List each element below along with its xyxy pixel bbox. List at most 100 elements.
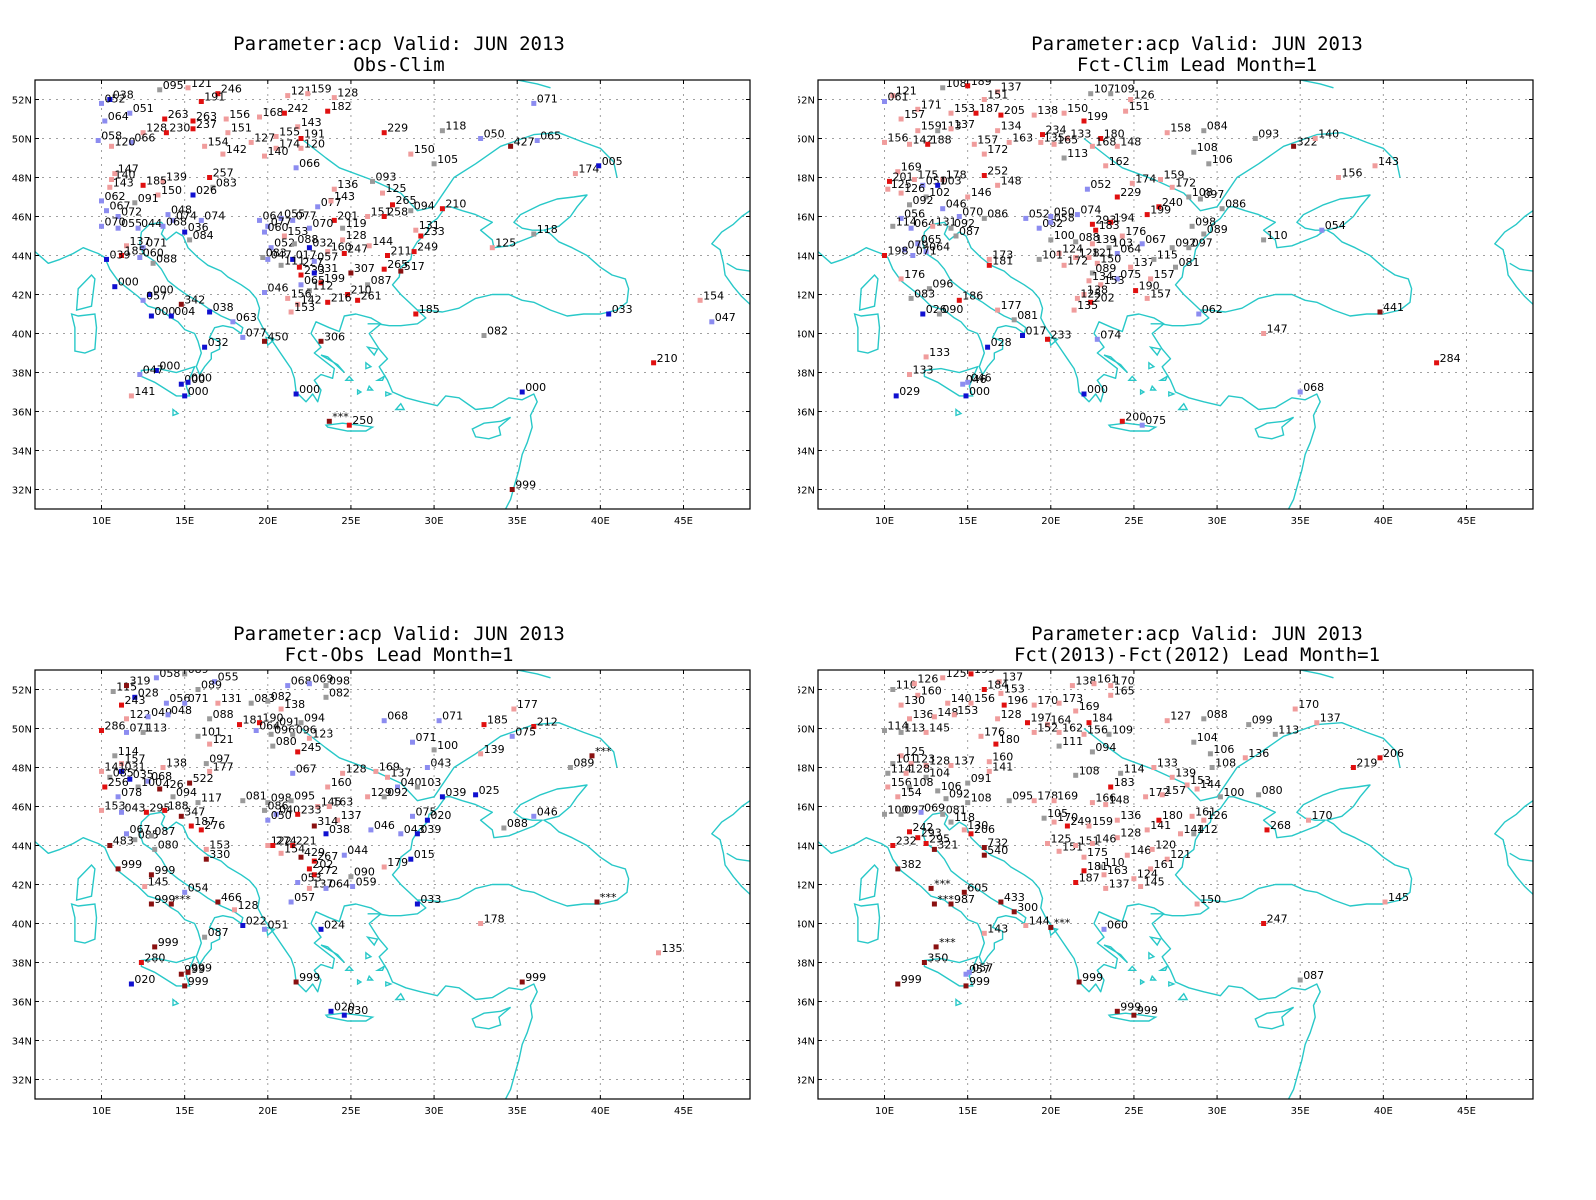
station-value-label: 172	[1067, 254, 1088, 267]
station-square	[273, 145, 279, 151]
station-marker: 064	[323, 877, 350, 891]
station-marker: 212	[531, 716, 558, 729]
station-square	[298, 272, 304, 278]
station-marker: 999	[963, 975, 990, 989]
station-square	[439, 128, 445, 134]
station-value-label: 100	[1054, 229, 1075, 242]
station-marker: 113	[898, 721, 925, 735]
x-tick-label: 30E	[1208, 516, 1227, 527]
station-marker: 272	[311, 864, 338, 878]
station-marker: 137	[385, 766, 412, 780]
station-value-label: 100	[141, 776, 162, 789]
island-outline	[356, 978, 363, 986]
station-marker: 095	[288, 790, 315, 804]
station-marker: 181	[986, 254, 1013, 268]
coastline	[35, 670, 37, 671]
station-value-label: 284	[1440, 352, 1461, 365]
station-square	[1089, 841, 1095, 846]
station-value-label: 160	[331, 776, 352, 789]
station-value-label: 093	[376, 170, 397, 183]
panel-title-line2: Fct-Clim Lead Month=1	[1076, 54, 1318, 76]
station-marker: 051	[262, 918, 289, 932]
station-value-label: 194	[1114, 211, 1135, 224]
station-value-label: 261	[361, 289, 382, 302]
station-square	[1151, 256, 1157, 262]
station-marker: 088	[1073, 231, 1100, 245]
station-marker: 153	[288, 301, 315, 315]
station-value-label: 181	[1087, 860, 1108, 873]
station-marker: 074	[1094, 328, 1121, 342]
station-value-label: 051	[268, 918, 289, 931]
island-outline	[1254, 416, 1295, 440]
station-value-label: 092	[949, 788, 970, 801]
station-square	[140, 729, 146, 735]
station-square	[907, 202, 912, 208]
station-marker: 199	[1081, 110, 1108, 124]
station-marker: 450	[262, 330, 289, 344]
station-square	[190, 126, 196, 132]
station-square	[1108, 784, 1114, 790]
island-outline	[1157, 374, 1169, 381]
station-value-label: 483	[113, 835, 134, 848]
station-square	[265, 817, 271, 823]
station-value-label: 247	[1267, 913, 1288, 926]
station-square	[119, 702, 124, 708]
station-value-label: 148	[1001, 174, 1022, 187]
station-marker: 169	[1051, 790, 1078, 804]
station-marker: 108	[1186, 186, 1213, 200]
station-marker: 161	[1189, 805, 1216, 819]
station-square	[290, 731, 296, 737]
station-marker: 276	[198, 819, 225, 833]
station-marker: 145	[142, 876, 169, 889]
station-square	[923, 729, 929, 735]
station-square	[424, 817, 430, 823]
station-square	[325, 249, 331, 255]
station-value-label: 166	[1095, 792, 1116, 805]
y-tick-label: 32N	[798, 1076, 815, 1087]
station-square	[311, 258, 317, 264]
station-value-label: 127	[1170, 710, 1191, 723]
panel-title-line2: Fct(2013)-Fct(2012) Lead Month=1	[1013, 644, 1381, 666]
station-value-label: 135	[1044, 131, 1065, 144]
station-value-label: 098	[1195, 215, 1216, 228]
station-marker: 153	[203, 838, 230, 852]
station-value-label: 063	[236, 311, 257, 324]
station-marker: 094	[298, 712, 325, 726]
station-square	[306, 681, 312, 687]
station-marker: 128	[331, 87, 358, 101]
station-square	[508, 143, 514, 149]
station-marker: 087	[365, 274, 392, 288]
station-square	[1261, 331, 1267, 336]
station-square	[203, 846, 209, 852]
station-square	[278, 262, 284, 268]
station-value-label: 268	[1270, 819, 1291, 832]
station-marker: 163	[1101, 864, 1128, 878]
station-value-label: 286	[105, 720, 126, 733]
station-square	[298, 854, 304, 860]
station-value-label: 517	[404, 260, 425, 273]
station-square	[995, 307, 1001, 313]
station-square	[1297, 977, 1303, 983]
station-square	[1056, 848, 1062, 854]
station-square	[1297, 389, 1303, 395]
station-marker: 189	[965, 80, 992, 89]
station-square	[288, 798, 294, 804]
station-square	[119, 253, 124, 258]
station-marker: 125	[885, 178, 912, 192]
station-square	[270, 743, 276, 749]
station-square	[1314, 720, 1320, 726]
station-square	[182, 393, 188, 399]
station-value-label: 081	[1179, 256, 1200, 269]
y-tick-label: 52N	[798, 686, 815, 697]
station-square	[202, 344, 208, 350]
station-value-label: 046	[966, 373, 987, 386]
station-value-label: 104	[1197, 731, 1218, 744]
station-value-label: 071	[916, 245, 937, 258]
station-square	[311, 270, 317, 276]
station-value-label: 263	[168, 108, 189, 121]
station-marker: 143	[107, 176, 134, 190]
station-marker: 156	[1336, 167, 1363, 180]
station-value-label: 350	[927, 952, 948, 965]
station-value-label: 999	[1137, 1004, 1158, 1017]
